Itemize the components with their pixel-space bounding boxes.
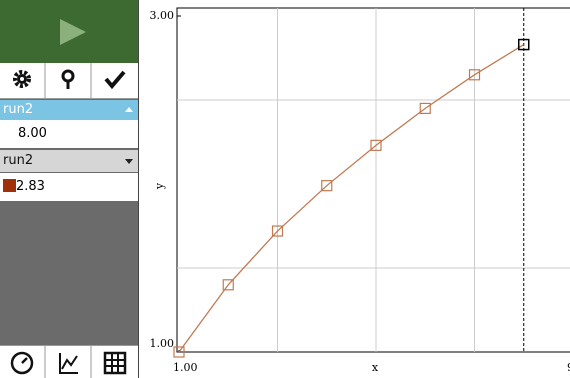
data-point (271, 225, 284, 237)
play-button[interactable] (0, 0, 138, 63)
toolbar (0, 63, 138, 99)
check-icon[interactable] (104, 70, 126, 90)
series-swatch (3, 179, 16, 192)
x-tick-label: 9.00 (567, 361, 570, 374)
plot-area (176, 7, 570, 353)
toolbar-icons (13, 63, 126, 99)
y-value: 2.83 (16, 179, 45, 194)
data-point (518, 38, 530, 51)
data-point (370, 139, 382, 151)
y-value-row: 2.83 (0, 173, 138, 201)
data-point (468, 69, 481, 81)
data-point (321, 180, 333, 192)
x-value-row: 8.00 (0, 120, 138, 148)
y-tick-label: 1.00 (150, 337, 175, 350)
table-tab[interactable] (103, 351, 127, 375)
x-run-name: run2 (3, 102, 34, 117)
y-axis-label: y (153, 182, 166, 190)
y-tick-label: 3.00 (150, 9, 175, 22)
data-point (419, 102, 431, 115)
graph: x y 1.00 3.00 1.00 9.00 (150, 7, 570, 374)
play-panel (0, 0, 138, 63)
sidebar: run2 8.00 run2 2.83 (0, 0, 139, 378)
collapse-arrow (125, 107, 133, 112)
view-icons (10, 346, 127, 378)
meter-tab[interactable] (10, 351, 34, 375)
y-run-name: run2 (3, 153, 34, 168)
view-tabs (0, 345, 138, 378)
x-value: 8.00 (18, 126, 47, 141)
data-line (178, 44, 525, 353)
data-point (173, 346, 185, 358)
settings-icon[interactable] (13, 70, 31, 88)
data-point (222, 279, 234, 291)
marker-icon[interactable] (61, 69, 75, 89)
x-tick-label: 1.00 (173, 361, 198, 374)
graph-tab[interactable] (59, 353, 78, 374)
y-run-header[interactable]: run2 (0, 150, 138, 172)
expand-arrow (125, 159, 133, 164)
x-run-header[interactable]: run2 (0, 100, 138, 120)
x-axis-label: x (372, 361, 379, 374)
